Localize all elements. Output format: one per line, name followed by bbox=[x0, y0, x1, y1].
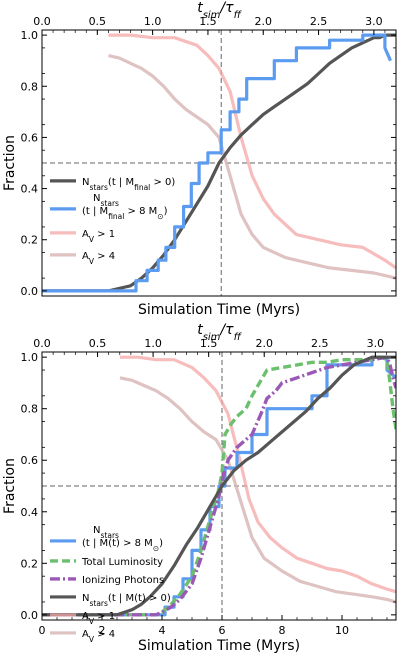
legend-label: Nstars bbox=[93, 525, 119, 540]
plot-area bbox=[42, 352, 396, 620]
y-tick-label: 0.4 bbox=[21, 183, 39, 196]
top-tick-label: 0.5 bbox=[89, 15, 107, 28]
top-tick-label: 2.5 bbox=[310, 15, 328, 28]
plot-area bbox=[42, 30, 396, 296]
legend-label: AV > 1 bbox=[82, 229, 115, 244]
series-line-2 bbox=[108, 33, 396, 270]
top-tick-label: 3.0 bbox=[365, 15, 383, 28]
legend-label: Nstars(t | Mfinal > 0) bbox=[82, 177, 175, 192]
top-tick-label: 2.0 bbox=[255, 15, 273, 28]
top-tick-label: 1.0 bbox=[144, 337, 162, 350]
y-tick-label: 1.0 bbox=[21, 29, 39, 42]
legend: Nstars(t | Mfinal > 0)Nstars(t | Mfinal … bbox=[50, 177, 175, 266]
x-axis-label: Simulation Time (Myrs) bbox=[138, 302, 300, 318]
series-line-3 bbox=[42, 355, 396, 617]
top-tick-label: 1.5 bbox=[199, 15, 217, 28]
legend-label: AV > 4 bbox=[82, 629, 115, 644]
chart-panel-1: 0.00.20.40.60.81.00.0 0.5 1.0 1.5 2.0 2.5 3.0t… bbox=[2, 0, 397, 318]
x-axis-label: Simulation Time (Myrs) bbox=[138, 638, 300, 654]
y-tick-label: 1.0 bbox=[21, 351, 39, 364]
y-tick-label: 0.0 bbox=[21, 609, 39, 622]
top-tick-label: 0.0 bbox=[33, 337, 51, 350]
legend-label: (t | Mfinal > 8 M⊙) bbox=[82, 206, 168, 221]
x-tick-label: 8 bbox=[279, 624, 286, 637]
legend: Nstars(t | M(t) > 8 M⊙) Total Luminosity I… bbox=[50, 525, 171, 644]
y-tick-label: 0.8 bbox=[21, 80, 39, 93]
x-tick-label: 2 bbox=[99, 624, 106, 637]
top-tick-label: 2.5 bbox=[311, 337, 329, 350]
legend-label: AV > 1 bbox=[82, 611, 115, 626]
top-tick-label: 1.0 bbox=[144, 15, 162, 28]
top-axis-label: tsim/τff bbox=[197, 322, 242, 343]
x-tick-label: 10 bbox=[335, 624, 349, 637]
y-tick-label: 0.6 bbox=[21, 454, 39, 467]
x-tick-label: 4 bbox=[159, 624, 166, 637]
x-tick-label: 0 bbox=[39, 624, 46, 637]
plot-frame bbox=[41, 351, 397, 621]
top-tick-label: 2.0 bbox=[255, 337, 273, 350]
top-tick-label: 0.0 bbox=[33, 15, 51, 28]
chart-panel-2: 0.00.20.40.60.81.00.0 0.5 1.0 1.5 2.0 2.5 3.0t… bbox=[2, 322, 397, 654]
series-line-1 bbox=[42, 355, 396, 617]
legend-label: Ionizing Photons bbox=[82, 575, 164, 586]
top-tick-label: 3.0 bbox=[367, 337, 385, 350]
y-tick-label: 0.2 bbox=[21, 234, 39, 247]
top-tick-label: 1.5 bbox=[200, 337, 218, 350]
y-tick-label: 0.0 bbox=[21, 285, 39, 298]
x-tick-label: 6 bbox=[219, 624, 226, 637]
series-line-5 bbox=[119, 376, 396, 604]
y-axis-label: Fraction bbox=[2, 135, 18, 191]
legend-label: Total Luminosity bbox=[81, 557, 163, 568]
legend-label: Nstars bbox=[93, 193, 119, 208]
legend-label: AV > 4 bbox=[82, 251, 115, 266]
legend-label: Nstars(t | M(t) > 0) bbox=[82, 593, 171, 608]
top-tick-label: 0.5 bbox=[89, 337, 107, 350]
legend-label: (t | M(t) > 8 M⊙) bbox=[82, 538, 163, 553]
series-line-3 bbox=[108, 54, 396, 280]
y-tick-label: 0.4 bbox=[21, 506, 39, 519]
series-line-1 bbox=[42, 33, 392, 293]
top-axis-label: tsim/τff bbox=[197, 0, 242, 21]
y-tick-label: 0.2 bbox=[21, 557, 39, 570]
y-tick-label: 0.6 bbox=[21, 131, 39, 144]
y-axis-label: Fraction bbox=[2, 458, 18, 514]
y-tick-label: 0.8 bbox=[21, 403, 39, 416]
series-line-4 bbox=[120, 355, 396, 594]
